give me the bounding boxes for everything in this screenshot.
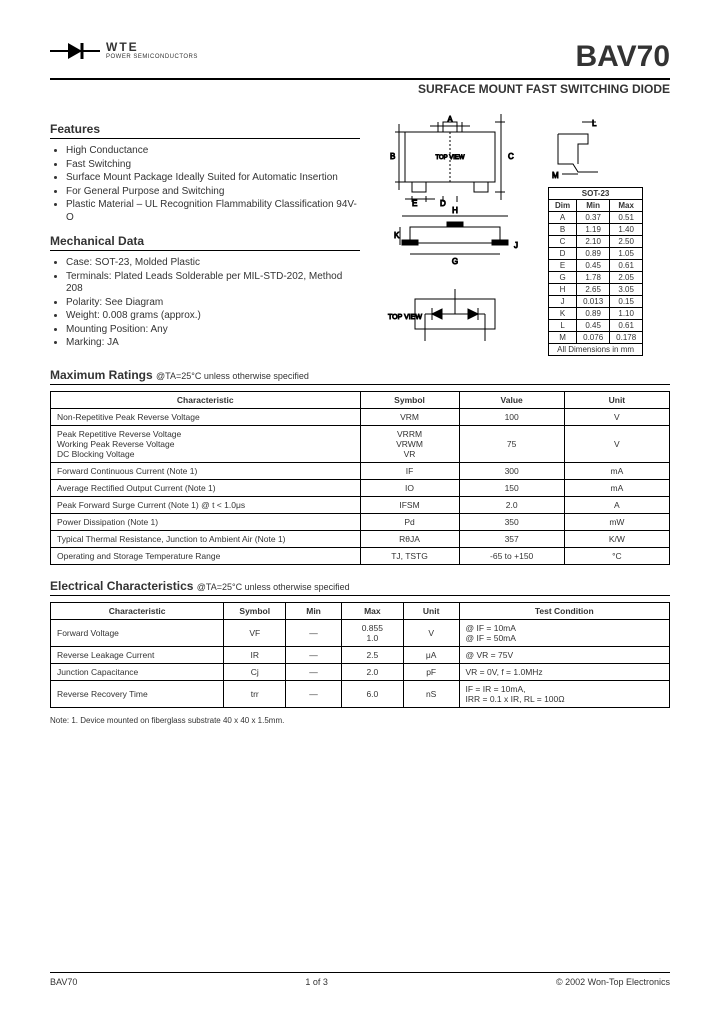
list-item: Mounting Position: Any xyxy=(66,324,360,337)
table-row: D0.891.05 xyxy=(549,248,643,260)
table-row: K0.891.10 xyxy=(549,308,643,320)
svg-text:TOP VIEW: TOP VIEW xyxy=(435,155,464,161)
table-row: A0.370.51 xyxy=(549,212,643,224)
table-row: Typical Thermal Resistance, Junction to … xyxy=(51,530,670,547)
table-row: J0.0130.15 xyxy=(549,296,643,308)
svg-text:C: C xyxy=(508,152,514,161)
table-row: Forward VoltageVF—0.855 1.0V@ IF = 10mA … xyxy=(51,619,670,646)
svg-text:K: K xyxy=(394,231,400,240)
list-item: Plastic Material – UL Recognition Flamma… xyxy=(66,199,360,224)
table-row: Non-Repetitive Peak Reverse VoltageVRM10… xyxy=(51,408,670,425)
svg-text:M: M xyxy=(552,171,559,180)
top-columns: Features High ConductanceFast SwitchingS… xyxy=(50,114,670,360)
footnote: Note: 1. Device mounted on fiberglass su… xyxy=(50,716,670,725)
table-row: H2.653.05 xyxy=(549,284,643,296)
brand-name: WTE xyxy=(106,40,198,54)
maxratings-table: CharacteristicSymbolValueUnit Non-Repeti… xyxy=(50,391,670,565)
mechanical-list: Case: SOT-23, Molded PlasticTerminals: P… xyxy=(50,257,360,350)
table-row: B1.191.40 xyxy=(549,224,643,236)
svg-text:B: B xyxy=(390,152,395,161)
page-subtitle: SURFACE MOUNT FAST SWITCHING DIODE xyxy=(50,78,670,96)
list-item: High Conductance xyxy=(66,145,360,158)
elec-table: CharacteristicSymbolMinMaxUnitTest Condi… xyxy=(50,602,670,708)
maxratings-heading: Maximum Ratings @TA=25°C unless otherwis… xyxy=(50,368,670,385)
side-profile-icon: L M xyxy=(548,114,608,184)
svg-text:E: E xyxy=(412,199,417,208)
package-diagram-icon: TOP VIEW A B C E xyxy=(380,114,540,354)
footer-center: 1 of 3 xyxy=(305,977,328,987)
table-row: Reverse Leakage CurrentIR—2.5μA@ VR = 75… xyxy=(51,646,670,663)
elec-heading: Electrical Characteristics @TA=25°C unle… xyxy=(50,579,670,596)
table-row: Operating and Storage Temperature RangeT… xyxy=(51,547,670,564)
list-item: Surface Mount Package Ideally Suited for… xyxy=(66,172,360,185)
svg-text:TOP VIEW: TOP VIEW xyxy=(388,314,422,321)
table-row: Reverse Recovery Timetrr—6.0nSIF = IR = … xyxy=(51,680,670,707)
brand-tagline: POWER SEMICONDUCTORS xyxy=(106,54,198,60)
table-row: M0.0760.178 xyxy=(549,332,643,344)
footer-left: BAV70 xyxy=(50,977,77,987)
table-row: L0.450.61 xyxy=(549,320,643,332)
page-footer: BAV70 1 of 3 © 2002 Won-Top Electronics xyxy=(50,972,670,987)
table-row: Peak Forward Surge Current (Note 1) @ t … xyxy=(51,496,670,513)
table-row: E0.450.61 xyxy=(549,260,643,272)
table-row: Peak Repetitive Reverse Voltage Working … xyxy=(51,425,670,462)
table-row: G1.782.05 xyxy=(549,272,643,284)
mechanical-heading: Mechanical Data xyxy=(50,234,360,251)
list-item: Fast Switching xyxy=(66,159,360,172)
features-list: High ConductanceFast SwitchingSurface Mo… xyxy=(50,145,360,224)
footer-right: © 2002 Won-Top Electronics xyxy=(556,977,670,987)
table-row: Power Dissipation (Note 1)Pd350mW xyxy=(51,513,670,530)
svg-text:L: L xyxy=(592,119,597,128)
table-row: C2.102.50 xyxy=(549,236,643,248)
list-item: Terminals: Plated Leads Solderable per M… xyxy=(66,271,360,296)
table-row: Forward Continuous Current (Note 1)IF300… xyxy=(51,462,670,479)
diode-logo-icon xyxy=(50,40,100,62)
part-number: BAV70 xyxy=(576,40,670,74)
list-item: Polarity: See Diagram xyxy=(66,297,360,310)
list-item: For General Purpose and Switching xyxy=(66,186,360,199)
page: WTE POWER SEMICONDUCTORS BAV70 SURFACE M… xyxy=(0,0,720,1012)
svg-text:H: H xyxy=(452,206,458,215)
features-heading: Features xyxy=(50,122,360,139)
svg-text:G: G xyxy=(452,257,458,266)
list-item: Case: SOT-23, Molded Plastic xyxy=(66,257,360,270)
svg-text:A: A xyxy=(447,115,453,124)
table-row: Average Rectified Output Current (Note 1… xyxy=(51,479,670,496)
table-row: Junction CapacitanceCj—2.0pFVR = 0V, f =… xyxy=(51,663,670,680)
svg-text:J: J xyxy=(514,241,518,250)
list-item: Marking: JA xyxy=(66,337,360,350)
dimensions-table: SOT-23 DimMinMax A0.370.51B1.191.40C2.10… xyxy=(548,187,643,356)
list-item: Weight: 0.008 grams (approx.) xyxy=(66,310,360,323)
header-row: WTE POWER SEMICONDUCTORS BAV70 xyxy=(50,40,670,74)
